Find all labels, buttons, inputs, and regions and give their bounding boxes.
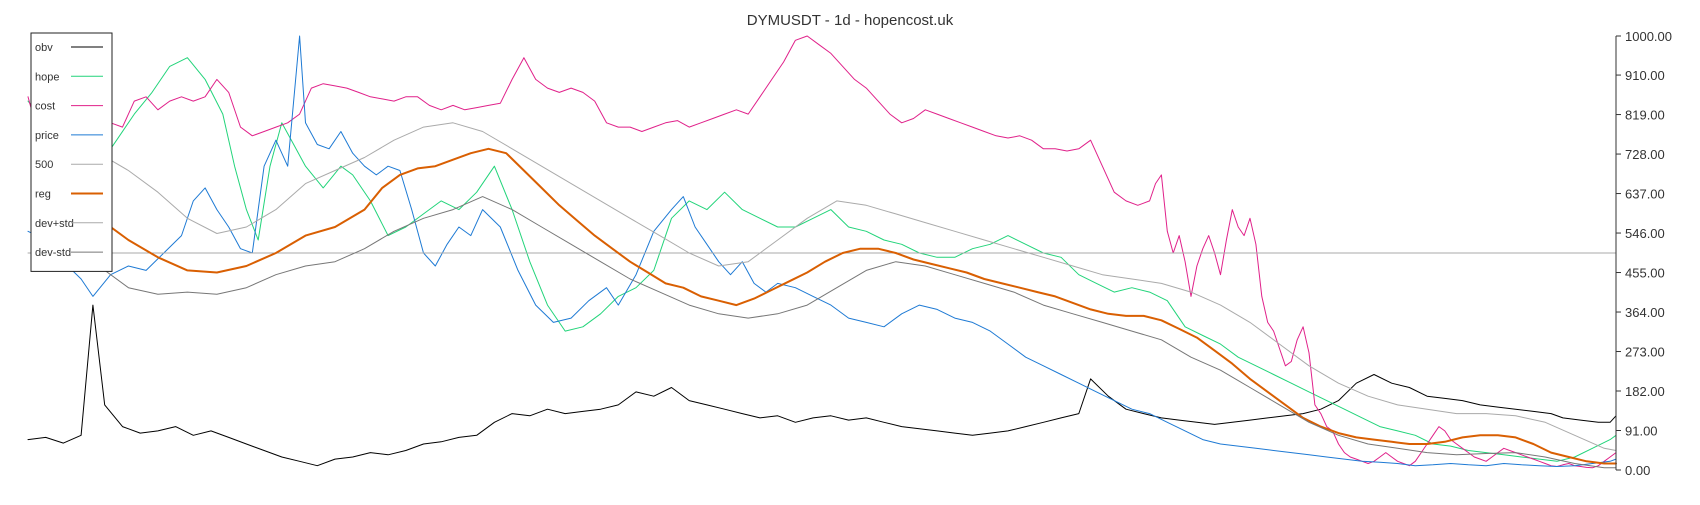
y-tick-label: 182.00 [1625,384,1665,399]
legend-box [30,32,113,272]
legend-label: dev-std [35,247,71,259]
legend-label: dev+std [35,218,74,230]
series-line-reg [68,147,1617,465]
legend-label: obv [35,42,53,54]
series-line-price [27,35,1617,467]
chart-title: DYMUSDT - 1d - hopencost.uk [747,12,954,29]
y-axis: 1000.00 910.00 819.00 728.00 637.00 546.00 455… [1615,29,1672,478]
legend-label: cost [35,101,55,113]
y-tick-label: 1000.00 [1625,29,1672,44]
y-tick-label: 728.00 [1625,147,1665,162]
legend-label: price [35,130,59,142]
y-tick-label: 273.00 [1625,345,1665,360]
y-tick-label: 546.00 [1625,226,1665,241]
series-line-dev-std [68,122,1617,451]
y-tick-label: 0.00 [1625,463,1650,478]
series-layer [27,35,1617,469]
series-line-obv [27,304,1617,467]
legend-label: hope [35,71,59,83]
y-tick-label: 910.00 [1625,68,1665,83]
y-tick-label: 819.00 [1625,108,1665,123]
series-line-dev-std [68,196,1617,469]
legend-label: reg [35,189,51,201]
legend-label: 500 [35,159,53,171]
y-tick-label: 455.00 [1625,266,1665,281]
y-tick-label: 364.00 [1625,305,1665,320]
series-line-cost [27,35,1617,469]
y-tick-label: 91.00 [1625,424,1658,439]
legend: obv hope cost price 500 reg dev+std dev-std [30,32,113,272]
series-line-hope [27,57,1617,462]
y-tick-label: 637.00 [1625,187,1665,202]
